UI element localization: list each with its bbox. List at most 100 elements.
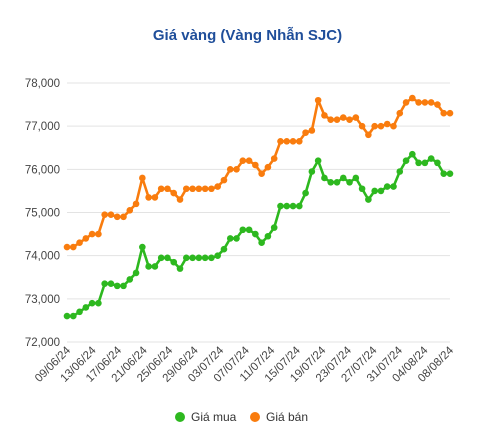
legend-item: Giá bán	[250, 410, 308, 424]
data-point	[390, 183, 397, 190]
data-point	[233, 166, 240, 173]
data-point	[95, 230, 102, 238]
data-point	[277, 137, 284, 145]
data-point	[415, 99, 422, 106]
data-point	[440, 170, 448, 177]
data-point	[239, 157, 247, 164]
data-point	[233, 235, 240, 242]
data-point	[264, 232, 272, 240]
y-tick-label: 74,000	[25, 251, 60, 263]
data-point	[402, 157, 410, 164]
data-point	[377, 122, 385, 130]
data-point	[189, 185, 196, 193]
data-point	[126, 276, 134, 283]
data-point	[189, 254, 196, 262]
data-point	[308, 127, 316, 134]
data-point	[208, 254, 215, 262]
data-point	[226, 166, 234, 173]
data-point	[245, 226, 253, 234]
data-point	[113, 213, 121, 221]
data-point	[239, 226, 247, 234]
data-point	[258, 170, 265, 177]
data-point	[201, 185, 209, 193]
data-point	[164, 254, 171, 262]
data-point	[139, 243, 146, 251]
series-gia-ban	[63, 94, 454, 251]
data-point	[358, 122, 366, 130]
data-point	[277, 202, 284, 210]
data-point	[434, 159, 441, 167]
data-point	[176, 196, 184, 203]
legend-marker	[175, 412, 185, 422]
data-point	[333, 116, 341, 123]
data-point	[302, 129, 309, 136]
data-point	[358, 185, 366, 193]
data-point	[170, 258, 178, 266]
data-point	[164, 185, 171, 193]
data-point	[63, 243, 71, 251]
data-point	[352, 174, 360, 182]
data-point	[82, 235, 90, 242]
data-point	[69, 243, 77, 251]
data-point	[321, 174, 328, 182]
data-point	[145, 194, 152, 201]
y-tick-label: 78,000	[25, 78, 60, 90]
data-point	[346, 116, 353, 123]
data-point	[245, 157, 253, 164]
data-point	[421, 159, 429, 167]
legend-item: Giá mua	[175, 410, 237, 424]
data-point	[95, 299, 102, 307]
data-point	[409, 94, 416, 102]
data-point	[371, 187, 378, 195]
data-point	[139, 174, 146, 182]
y-tick-label: 76,000	[25, 164, 60, 176]
data-point	[226, 235, 234, 242]
data-point	[270, 155, 278, 162]
data-point	[333, 178, 341, 186]
data-point	[76, 239, 83, 247]
data-point	[151, 263, 159, 270]
data-point	[327, 178, 335, 186]
data-point	[314, 96, 322, 104]
y-tick-label: 73,000	[25, 294, 60, 306]
data-point	[409, 150, 416, 158]
data-point	[132, 269, 140, 277]
data-point	[446, 109, 454, 117]
data-point	[321, 112, 328, 119]
data-point	[434, 101, 441, 108]
data-point	[132, 200, 140, 208]
data-point	[371, 122, 378, 130]
data-point	[396, 109, 404, 117]
data-point	[195, 254, 203, 262]
data-point	[383, 120, 391, 128]
data-point	[383, 183, 391, 190]
data-point	[339, 114, 347, 121]
data-point	[88, 299, 96, 307]
data-point	[390, 122, 397, 130]
data-point	[76, 308, 83, 316]
legend-marker	[250, 412, 260, 422]
data-point	[402, 99, 410, 106]
grid-lines	[67, 82, 450, 343]
data-point	[346, 178, 353, 186]
series-line	[67, 96, 450, 249]
data-point	[220, 176, 228, 184]
data-point	[283, 137, 291, 145]
data-point	[214, 183, 221, 190]
data-point	[440, 109, 448, 117]
data-point	[427, 155, 435, 162]
data-point	[63, 312, 71, 320]
data-point	[195, 185, 203, 193]
data-point	[252, 161, 259, 169]
data-point	[182, 185, 190, 193]
data-point	[365, 131, 372, 139]
series-lines	[63, 94, 454, 320]
series-line	[67, 152, 450, 318]
data-point	[352, 114, 360, 121]
data-point	[308, 168, 316, 175]
data-point	[82, 304, 90, 311]
data-point	[157, 254, 165, 262]
data-point	[101, 211, 108, 218]
y-tick-label: 72,000	[25, 337, 60, 349]
data-point	[396, 168, 404, 175]
